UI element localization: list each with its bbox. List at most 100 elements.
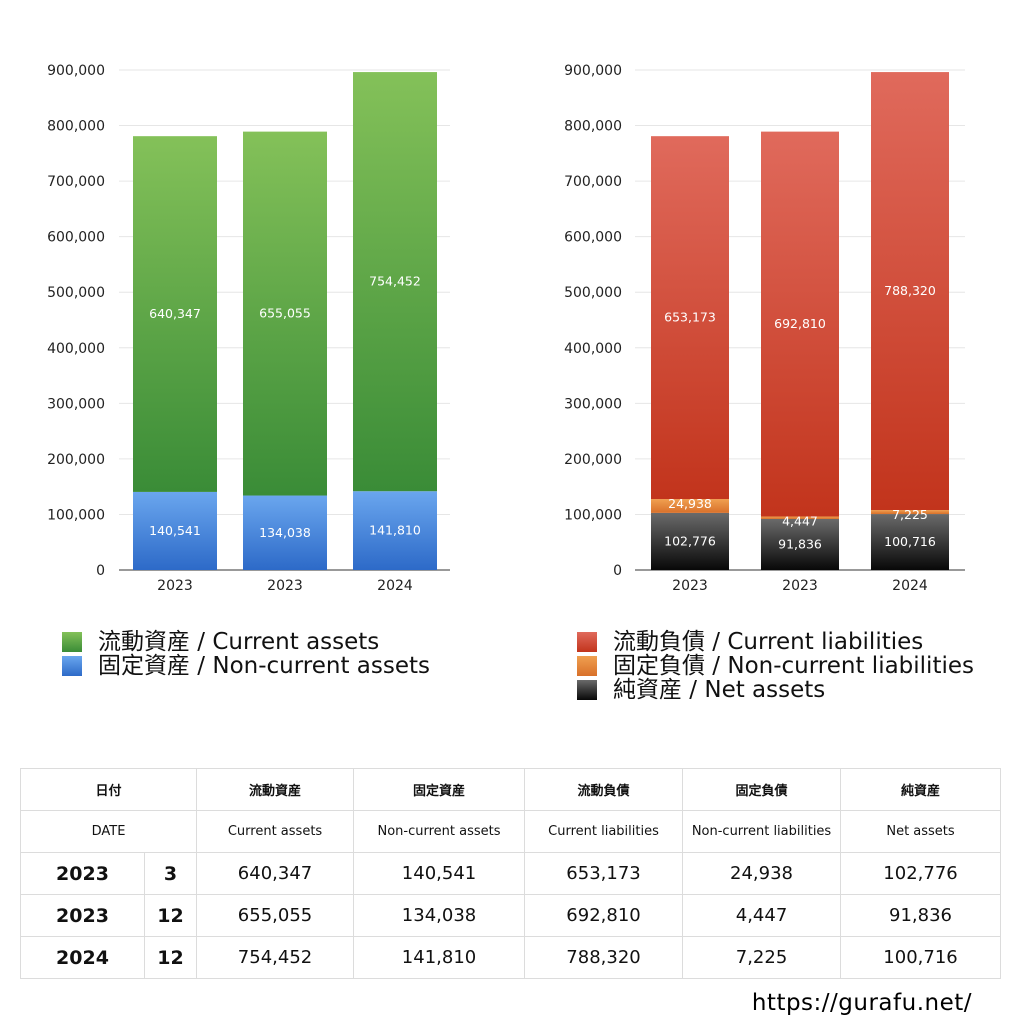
x-tick-label: 2023 (157, 578, 193, 594)
row-year: 2024 (20, 936, 145, 979)
cell-noncurrent-assets: 134,038 (353, 894, 526, 937)
cell-noncurrent-assets: 140,541 (353, 852, 526, 895)
legend-label-current-assets: 流動資産 / Current assets (98, 629, 380, 655)
y-tick-label: 600,000 (564, 230, 622, 246)
liabilities-chart: 0 100,000 200,000 300,000 400,000 500,000 600,… (564, 63, 965, 594)
x-tick-label: 2023 (782, 578, 818, 594)
header-noncurrent-liabilities-jp: 固定負債 (682, 768, 842, 811)
data-table: 日付 流動資産 固定資産 流動負債 固定負債 純資産 DATE Current … (19, 768, 1002, 979)
y-tick-label: 700,000 (47, 174, 105, 190)
cell-current-assets: 655,055 (196, 894, 355, 937)
data-label-noncurrent-assets: 141,810 (369, 523, 421, 538)
y-tick-label: 500,000 (564, 285, 622, 301)
data-label-noncurrent-liabilities: 4,447 (782, 514, 818, 529)
legend-item-current-assets: 流動資産 / Current assets (62, 630, 430, 654)
bar-segment-net-assets (651, 512, 729, 570)
bar-segment-noncurrent-assets (243, 495, 327, 570)
assets-legend: 流動資産 / Current assets 固定資産 / Non-current… (62, 630, 430, 678)
cell-current-assets: 640,347 (196, 852, 355, 895)
header-current-liabilities-jp: 流動負債 (524, 768, 684, 811)
legend-swatch-current-assets (62, 632, 82, 652)
table-row: 2023 12 655,055 134,038 692,810 4,447 91… (20, 894, 1002, 937)
data-label-net-assets: 100,716 (884, 534, 936, 549)
cell-current-liabilities: 653,173 (524, 852, 684, 895)
row-year: 2023 (20, 852, 145, 895)
y-tick-label: 400,000 (47, 341, 105, 357)
y-tick-label: 200,000 (47, 452, 105, 468)
bar-segment-current-liabilities (761, 131, 839, 517)
header-date-jp: 日付 (19, 768, 198, 811)
cell-net-assets: 100,716 (840, 936, 1002, 979)
y-tick-label: 900,000 (564, 63, 622, 79)
bar-segment-net-assets (761, 518, 839, 570)
data-label-net-assets: 102,776 (664, 533, 716, 548)
table-row: 2023 3 640,347 140,541 653,173 24,938 10… (20, 852, 1002, 895)
assets-chart: 0 100,000 200,000 300,000 400,000 500,000 600,… (47, 63, 450, 594)
header-date-en: DATE (19, 810, 198, 853)
data-label-current-assets: 655,055 (259, 306, 311, 321)
data-label-noncurrent-assets: 140,541 (149, 523, 201, 538)
y-tick-label: 0 (96, 563, 105, 579)
charts-canvas: 0 100,000 200,000 300,000 400,000 500,000 600,… (47, 63, 965, 594)
legend-label-net-assets: 純資産 / Net assets (613, 677, 826, 703)
cell-current-liabilities: 692,810 (524, 894, 684, 937)
y-tick-label: 700,000 (564, 174, 622, 190)
row-year: 2023 (20, 894, 145, 937)
legend-item-noncurrent-assets: 固定資産 / Non-current assets (62, 654, 430, 678)
table-header-en: DATE Current assets Non-current assets C… (19, 810, 1002, 853)
bar-segment-noncurrent-liabilities (871, 510, 949, 515)
header-current-liabilities-en: Current liabilities (524, 810, 684, 853)
row-month: 12 (143, 894, 198, 937)
bar-segment-noncurrent-assets (133, 491, 217, 570)
y-tick-label: 0 (613, 563, 622, 579)
x-tick-label: 2024 (892, 578, 928, 594)
site-url[interactable]: https://gurafu.net/ (751, 990, 972, 1016)
x-tick-label: 2023 (267, 578, 303, 594)
cell-net-assets: 91,836 (840, 894, 1002, 937)
bar-segment-current-assets (133, 136, 217, 492)
legend-item-current-liabilities: 流動負債 / Current liabilities (577, 630, 974, 654)
header-net-assets-jp: 純資産 (840, 768, 1002, 811)
header-net-assets-en: Net assets (840, 810, 1002, 853)
cell-noncurrent-liabilities: 4,447 (682, 894, 842, 937)
legend-swatch-noncurrent-liabilities (577, 656, 597, 676)
table-row: 2024 12 754,452 141,810 788,320 7,225 10… (20, 936, 1002, 979)
y-tick-label: 300,000 (47, 396, 105, 412)
legend-item-net-assets: 純資産 / Net assets (577, 678, 974, 702)
cell-noncurrent-assets: 141,810 (353, 936, 526, 979)
y-tick-label: 100,000 (564, 507, 622, 523)
header-current-assets-en: Current assets (196, 810, 355, 853)
bar-segment-noncurrent-liabilities (761, 516, 839, 519)
bar-segment-current-liabilities (651, 136, 729, 500)
y-tick-label: 900,000 (47, 63, 105, 79)
table-header-jp: 日付 流動資産 固定資産 流動負債 固定負債 純資産 (19, 768, 1002, 811)
data-label-noncurrent-assets: 134,038 (259, 525, 311, 540)
data-label-current-assets: 754,452 (369, 274, 421, 289)
data-label-current-liabilities: 788,320 (884, 283, 936, 298)
data-label-noncurrent-liabilities: 7,225 (892, 507, 928, 522)
legend-label-noncurrent-liabilities: 固定負債 / Non-current liabilities (613, 653, 974, 679)
y-tick-label: 800,000 (47, 119, 105, 135)
cell-current-liabilities: 788,320 (524, 936, 684, 979)
bar-segment-noncurrent-liabilities (651, 499, 729, 513)
bar-segment-noncurrent-assets (353, 491, 437, 570)
header-noncurrent-assets-en: Non-current assets (353, 810, 526, 853)
y-tick-label: 300,000 (564, 396, 622, 412)
bar-segment-current-liabilities (871, 72, 949, 511)
bar-segment-net-assets (871, 514, 949, 570)
cell-noncurrent-liabilities: 7,225 (682, 936, 842, 979)
bar-segment-current-assets (353, 72, 437, 492)
header-current-assets-jp: 流動資産 (196, 768, 355, 811)
bar-segment-current-assets (243, 131, 327, 496)
y-tick-label: 800,000 (564, 119, 622, 135)
y-tick-label: 400,000 (564, 341, 622, 357)
header-noncurrent-liabilities-en: Non-current liabilities (682, 810, 842, 853)
y-tick-label: 500,000 (47, 285, 105, 301)
legend-item-noncurrent-liabilities: 固定負債 / Non-current liabilities (577, 654, 974, 678)
data-label-current-liabilities: 692,810 (774, 316, 826, 331)
x-tick-label: 2023 (672, 578, 708, 594)
data-label-current-liabilities: 653,173 (664, 310, 716, 325)
legend-label-current-liabilities: 流動負債 / Current liabilities (613, 629, 924, 655)
legend-swatch-noncurrent-assets (62, 656, 82, 676)
legend-swatch-net-assets (577, 680, 597, 700)
